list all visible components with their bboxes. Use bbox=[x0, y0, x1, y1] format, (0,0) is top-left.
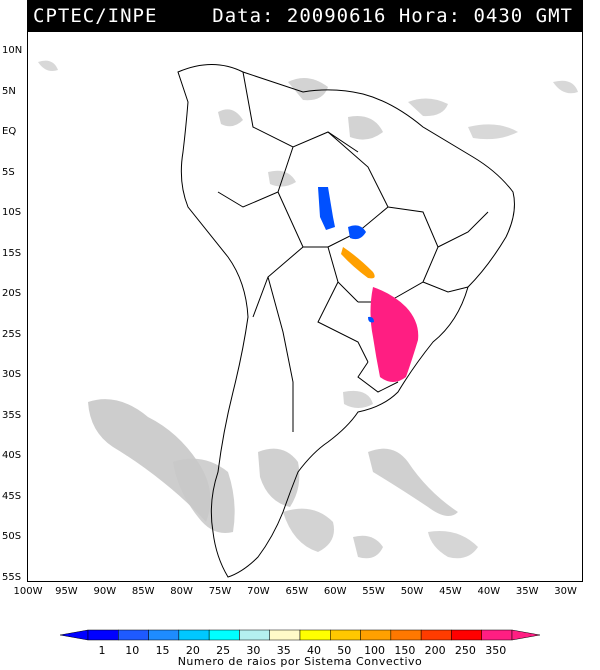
colorbar-swatch bbox=[148, 629, 180, 641]
colorbar-tick-label: 35 bbox=[276, 644, 291, 657]
colorbar-tick-label: 40 bbox=[307, 644, 321, 657]
colorbar-swatch bbox=[360, 629, 392, 641]
colorbar-swatch bbox=[269, 629, 301, 641]
colorbar-graphic bbox=[59, 629, 541, 641]
colorbar-tick-label: 25 bbox=[216, 644, 231, 657]
colorbar-swatch bbox=[451, 629, 482, 641]
longitude-label: 80W bbox=[170, 586, 193, 597]
longitude-label: 30W bbox=[554, 586, 577, 597]
lightning-colorbar bbox=[0, 626, 600, 670]
colorbar-tick-label: 10 bbox=[125, 644, 140, 657]
map-header: CPTEC/INPE Data: 20090616 Hora: 0430 GMT bbox=[27, 0, 583, 31]
latitude-label: 5S bbox=[2, 166, 15, 178]
longitude-label: 45W bbox=[439, 586, 462, 597]
longitude-label: 35W bbox=[515, 586, 539, 597]
colorbar-tick-label: 20 bbox=[185, 644, 200, 657]
longitude-label: 90W bbox=[93, 586, 117, 597]
latitude-label: 5N bbox=[2, 85, 16, 97]
colorbar-caption: Numero de raios por Sistema Convectivo bbox=[177, 655, 423, 668]
map-canvas bbox=[38, 60, 578, 578]
colorbar-tick-label: 150 bbox=[394, 644, 416, 657]
latitude-label: 10S bbox=[2, 207, 22, 218]
map-frame bbox=[27, 31, 583, 582]
longitude-label: 75W bbox=[208, 586, 232, 597]
colorbar-tick-label: 1 bbox=[98, 644, 106, 657]
colorbar-tick-label: 250 bbox=[454, 644, 476, 657]
longitude-label: 50W bbox=[400, 586, 424, 597]
latitude-label: 45S bbox=[2, 490, 22, 502]
colorbar-left-arrow bbox=[59, 629, 89, 641]
colorbar-swatch bbox=[420, 629, 452, 641]
colorbar-swatch bbox=[178, 629, 210, 641]
datetime-label: Data: 20090616 Hora: 0430 GMT bbox=[212, 5, 573, 27]
latitude-label: 30S bbox=[2, 369, 22, 380]
longitude-label: 65W bbox=[285, 586, 309, 597]
colorbar-tick-label: 30 bbox=[246, 644, 261, 657]
longitude-label: 70W bbox=[247, 586, 270, 597]
latitude-label: 40S bbox=[2, 450, 22, 461]
latitude-label: 10N bbox=[2, 45, 23, 56]
longitude-label: 85W bbox=[131, 586, 155, 597]
latitude-label: 50S bbox=[2, 531, 22, 542]
longitude-label: 55W bbox=[362, 586, 385, 597]
latitude-label: 15S bbox=[2, 247, 22, 259]
colorbar-swatch bbox=[239, 629, 270, 641]
colorbar-tick-label: 15 bbox=[155, 644, 170, 657]
longitude-label: 100W bbox=[13, 586, 43, 597]
colorbar-swatch bbox=[330, 629, 361, 641]
colorbar-tick-label: 350 bbox=[485, 644, 507, 657]
latitude-label: EQ bbox=[2, 126, 17, 137]
latitude-label: 20S bbox=[2, 288, 22, 299]
colorbar-swatch bbox=[299, 629, 331, 641]
colorbar-tick-label: 200 bbox=[424, 644, 446, 657]
colorbar-swatch bbox=[87, 629, 119, 641]
longitude-label: 40W bbox=[477, 586, 501, 597]
latitude-label: 55S bbox=[2, 571, 22, 583]
colorbar-swatch bbox=[481, 629, 513, 641]
latitude-label: 35S bbox=[2, 409, 22, 421]
colorbar-swatch bbox=[390, 629, 422, 641]
cloud-cover bbox=[38, 60, 578, 559]
colorbar-swatch bbox=[118, 629, 149, 641]
source-label: CPTEC/INPE bbox=[33, 5, 158, 27]
longitude-label: 95W bbox=[55, 586, 78, 597]
colorbar-right-arrow bbox=[511, 629, 541, 641]
latitude-label: 25S bbox=[2, 328, 22, 340]
colorbar-tick-label: 100 bbox=[364, 644, 386, 657]
convective-systems bbox=[318, 187, 419, 382]
longitude-label: 60W bbox=[323, 586, 347, 597]
colorbar-swatch bbox=[208, 629, 240, 641]
colorbar-tick-label: 50 bbox=[337, 644, 352, 657]
